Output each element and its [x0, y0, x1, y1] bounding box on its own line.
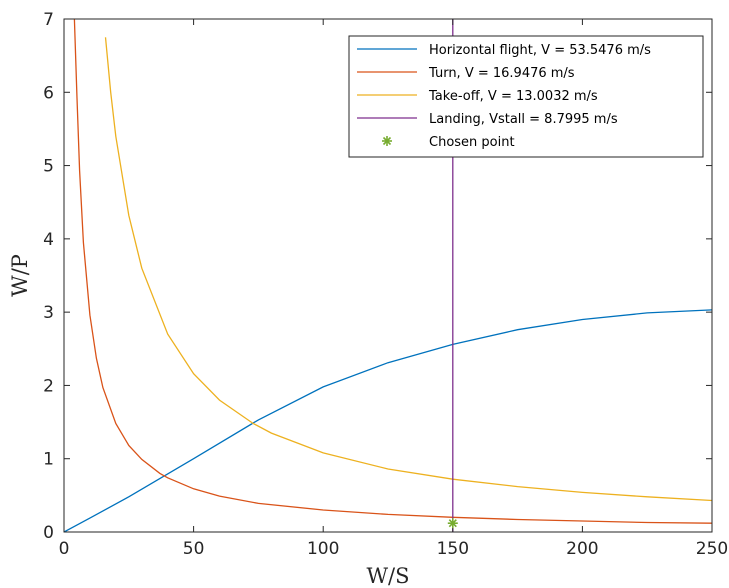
x-tick-label: 0	[59, 539, 70, 559]
y-tick-label: 0	[43, 523, 54, 543]
legend-entry: Turn, V = 16.9476 m/s	[428, 66, 575, 81]
axes-box	[63, 18, 713, 533]
x-tick-label: 150	[437, 539, 469, 559]
legend-box	[348, 35, 704, 158]
x-tick-label: 200	[566, 539, 598, 559]
chosen-point-marker	[447, 518, 458, 529]
y-tick-label: 7	[43, 10, 54, 30]
series-line-3	[104, 37, 712, 502]
x-tick-label: 100	[307, 539, 339, 559]
legend-entry: Landing, Vstall = 8.7995 m/s	[429, 112, 618, 127]
x-tick-label: 250	[696, 539, 728, 559]
series-line-2	[73, 19, 712, 524]
series-line-1	[64, 309, 712, 532]
x-axis-label: W/S	[366, 564, 409, 588]
y-tick-label: 6	[43, 83, 54, 103]
legend-entry: Horizontal flight, V = 53.5476 m/s	[429, 43, 651, 58]
y-tick-label: 5	[43, 157, 54, 177]
y-tick-label: 3	[43, 303, 54, 323]
y-tick-label: 2	[43, 376, 54, 396]
legend-marker	[382, 136, 392, 146]
legend: Horizontal flight, V = 53.5476 m/s Turn, …	[348, 35, 704, 158]
legend-entry: Chosen point	[429, 135, 515, 150]
y-tick-label: 1	[43, 450, 54, 470]
ticks-layer: 0 50 100 150 200 250 0 1 2 3 4 5 6 7	[43, 10, 728, 559]
y-tick-label: 4	[43, 230, 54, 250]
legend-entry: Take-off, V = 13.0032 m/s	[428, 89, 598, 104]
y-axis-label: W/P	[8, 254, 32, 297]
x-tick-label: 50	[183, 539, 205, 559]
